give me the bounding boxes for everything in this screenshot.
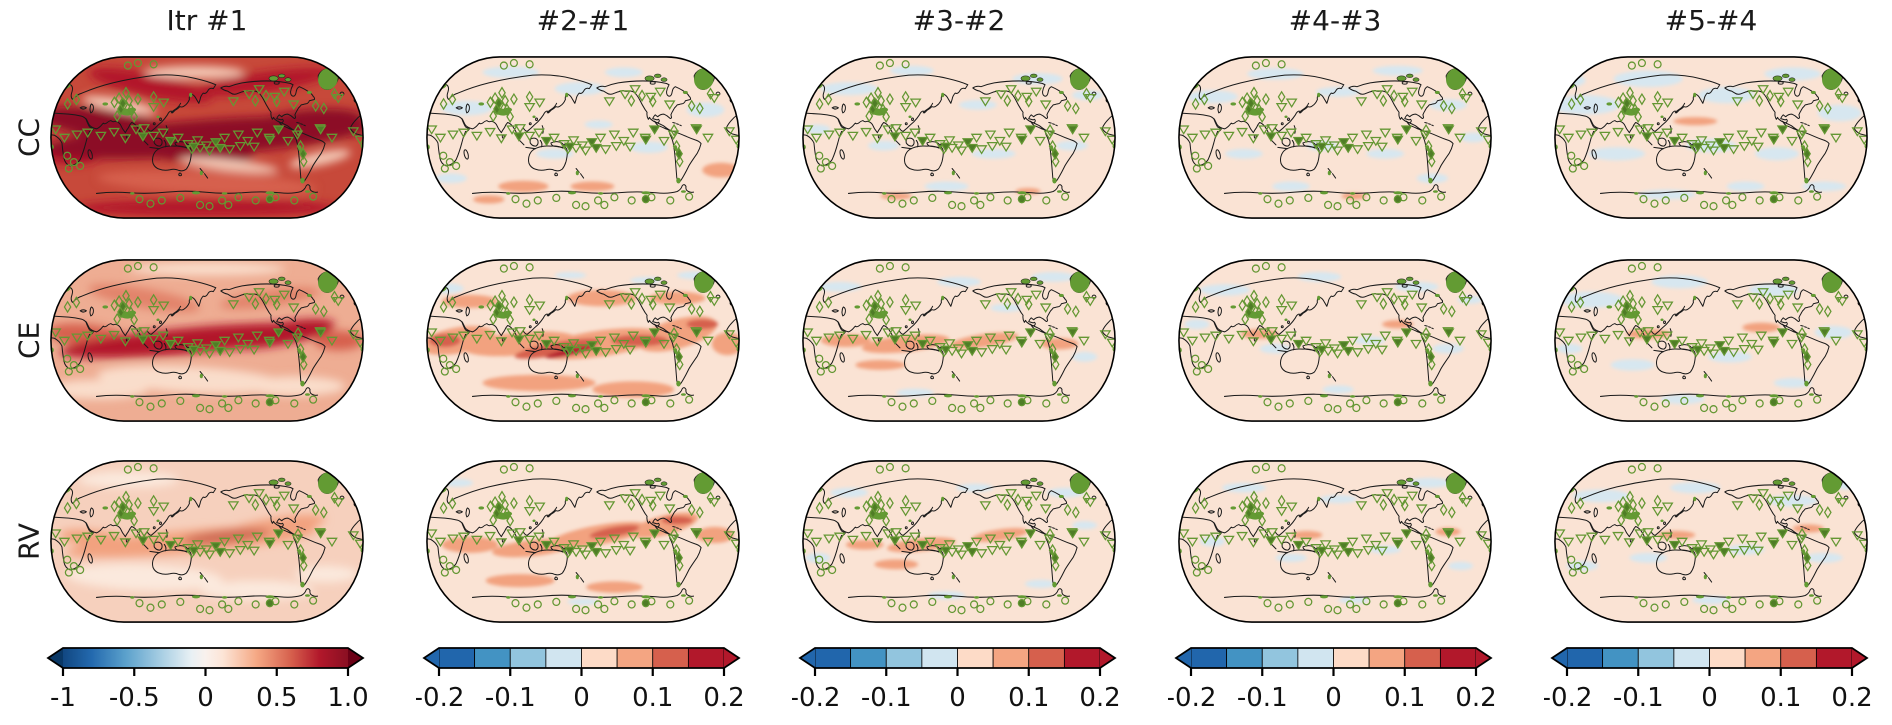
col-title-d54: #5-#4 — [1664, 4, 1758, 37]
colorbar-tick-label: 0.2 — [703, 683, 744, 713]
colorbar-d32: -0.2 -0.1 0 0.1 0.2 — [792, 647, 1121, 713]
colorbar-tick-label: 0.2 — [1455, 683, 1496, 713]
colorbar-tick-label: 0 — [197, 683, 214, 713]
colorbar-tick-label: 1.0 — [327, 683, 368, 713]
col-title-d21: #2-#1 — [536, 4, 630, 37]
col-title-itr1: Itr #1 — [166, 4, 248, 37]
colorbar-tick-label: -0.1 — [485, 683, 536, 713]
col-title-d32: #3-#2 — [912, 4, 1006, 37]
colorbar-tick-label: -1 — [50, 683, 76, 713]
row-label-ce: CE — [12, 321, 46, 360]
map-panel-rv-d32 — [802, 460, 1116, 623]
map-panel-cc-d21 — [426, 56, 740, 219]
colorbar-tick-label: 0.1 — [632, 683, 673, 713]
map-panel-ce-d43 — [1178, 259, 1492, 422]
colorbar-tick-label: 0.1 — [1384, 683, 1425, 713]
colorbar-tick-label: 0 — [1325, 683, 1342, 713]
colorbar-tick-label: 0.5 — [256, 683, 297, 713]
colorbar-tick-label: -0.1 — [861, 683, 912, 713]
map-panel-rv-itr1 — [50, 460, 364, 623]
colorbar-d43: -0.2 -0.1 0 0.1 0.2 — [1168, 647, 1497, 713]
map-panel-cc-d32 — [802, 56, 1116, 219]
row-label-cc: CC — [12, 117, 46, 158]
map-panel-ce-d32 — [802, 259, 1116, 422]
map-panel-cc-d43 — [1178, 56, 1492, 219]
col-title-d43: #4-#3 — [1288, 4, 1382, 37]
colorbar-d54: -0.2 -0.1 0 0.1 0.2 — [1544, 647, 1873, 713]
map-panel-ce-d54 — [1554, 259, 1868, 422]
colorbar-tick-label: 0 — [573, 683, 590, 713]
colorbar-tick-label: 0.1 — [1008, 683, 1049, 713]
colorbar-tick-label: 0.1 — [1760, 683, 1801, 713]
map-panel-rv-d54 — [1554, 460, 1868, 623]
colorbar-tick-label: -0.1 — [1613, 683, 1664, 713]
map-panel-cc-itr1 — [50, 56, 364, 219]
row-label-rv: RV — [12, 522, 46, 561]
colorbar-tick-label: -0.1 — [1237, 683, 1288, 713]
map-panel-ce-d21 — [426, 259, 740, 422]
map-panel-rv-d43 — [1178, 460, 1492, 623]
colorbar-itr1: -1 -0.5 0 0.5 1.0 — [46, 647, 369, 713]
colorbar-tick-label: -0.5 — [109, 683, 160, 713]
colorbar-d21: -0.2 -0.1 0 0.1 0.2 — [416, 647, 745, 713]
colorbar-tick-label: 0 — [1701, 683, 1718, 713]
map-panel-cc-d54 — [1554, 56, 1868, 219]
colorbar-tick-label: 0.2 — [1831, 683, 1872, 713]
map-panel-rv-d21 — [426, 460, 740, 623]
colorbar-tick-label: -0.2 — [1168, 683, 1216, 713]
map-panel-ce-itr1 — [50, 259, 364, 422]
colorbar-tick-label: 0.2 — [1079, 683, 1120, 713]
colorbar-tick-label: 0 — [949, 683, 966, 713]
colorbar-tick-label: -0.2 — [792, 683, 840, 713]
colorbar-tick-label: -0.2 — [416, 683, 464, 713]
colorbar-tick-label: -0.2 — [1544, 683, 1592, 713]
